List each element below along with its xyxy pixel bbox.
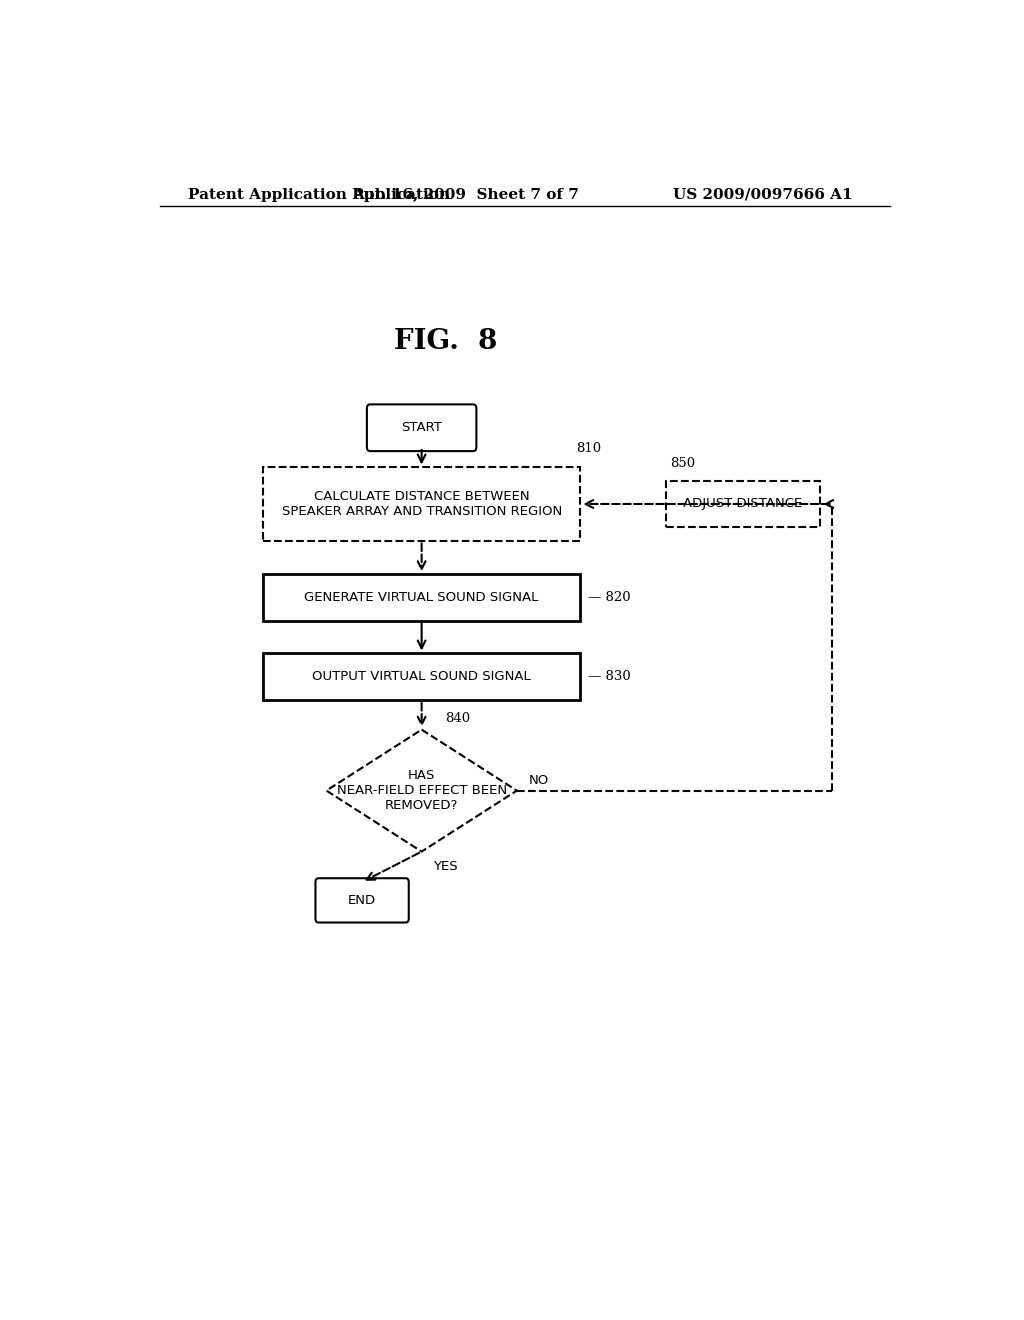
Text: END: END <box>348 894 376 907</box>
Text: US 2009/0097666 A1: US 2009/0097666 A1 <box>673 187 853 202</box>
Text: GENERATE VIRTUAL SOUND SIGNAL: GENERATE VIRTUAL SOUND SIGNAL <box>304 591 539 605</box>
Text: CALCULATE DISTANCE BETWEEN
SPEAKER ARRAY AND TRANSITION REGION: CALCULATE DISTANCE BETWEEN SPEAKER ARRAY… <box>282 490 562 517</box>
Text: YES: YES <box>433 859 458 873</box>
Text: — 830: — 830 <box>588 671 631 684</box>
FancyBboxPatch shape <box>263 467 581 541</box>
Text: FIG.  8: FIG. 8 <box>394 327 497 355</box>
FancyBboxPatch shape <box>263 574 581 620</box>
FancyBboxPatch shape <box>315 878 409 923</box>
Text: 840: 840 <box>445 711 471 725</box>
Text: Patent Application Publication: Patent Application Publication <box>187 187 450 202</box>
Text: OUTPUT VIRTUAL SOUND SIGNAL: OUTPUT VIRTUAL SOUND SIGNAL <box>312 671 531 684</box>
Text: HAS
NEAR-FIELD EFFECT BEEN
REMOVED?: HAS NEAR-FIELD EFFECT BEEN REMOVED? <box>337 770 507 812</box>
Text: NO: NO <box>528 774 549 787</box>
FancyBboxPatch shape <box>666 480 820 528</box>
Text: START: START <box>401 421 442 434</box>
FancyBboxPatch shape <box>367 404 476 451</box>
FancyBboxPatch shape <box>263 653 581 700</box>
Text: ADJUST DISTANCE: ADJUST DISTANCE <box>683 498 803 511</box>
Text: 850: 850 <box>670 458 694 470</box>
Text: 810: 810 <box>577 442 601 455</box>
Text: — 820: — 820 <box>588 591 631 605</box>
Text: Apr. 16, 2009  Sheet 7 of 7: Apr. 16, 2009 Sheet 7 of 7 <box>352 187 579 202</box>
